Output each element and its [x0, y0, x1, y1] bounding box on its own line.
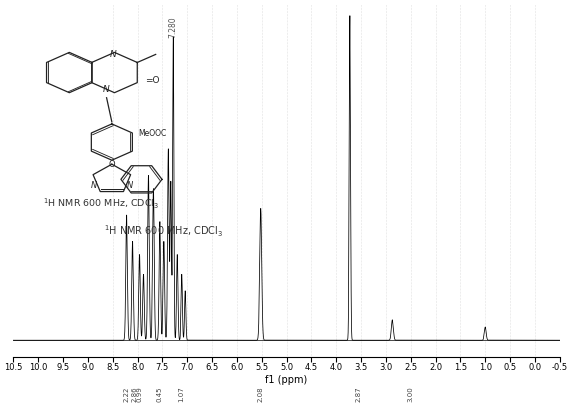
Text: 0.45: 0.45 [157, 386, 163, 402]
Text: 1.07: 1.07 [178, 386, 184, 403]
Text: 0.99: 0.99 [136, 386, 142, 403]
Text: N: N [110, 50, 117, 58]
X-axis label: f1 (ppm): f1 (ppm) [265, 375, 308, 385]
Text: N: N [126, 181, 133, 190]
Text: MeOOC: MeOOC [138, 129, 166, 139]
Text: $^{1}$H NMR 600 MHz, CDCl$_{3}$: $^{1}$H NMR 600 MHz, CDCl$_{3}$ [104, 224, 223, 239]
Text: 2.86: 2.86 [132, 386, 137, 402]
Text: N: N [91, 181, 97, 190]
Text: 7.280: 7.280 [169, 17, 178, 38]
Text: O: O [109, 160, 115, 169]
Text: $^{1}$H NMR 600 MHz, CDCl$_{3}$: $^{1}$H NMR 600 MHz, CDCl$_{3}$ [43, 197, 159, 210]
Text: 2.87: 2.87 [356, 386, 362, 402]
Text: N: N [103, 85, 110, 94]
Text: 2.22: 2.22 [124, 386, 130, 402]
Text: =O: =O [145, 76, 160, 85]
Text: 2.08: 2.08 [258, 386, 264, 402]
Text: 3.00: 3.00 [408, 386, 414, 403]
